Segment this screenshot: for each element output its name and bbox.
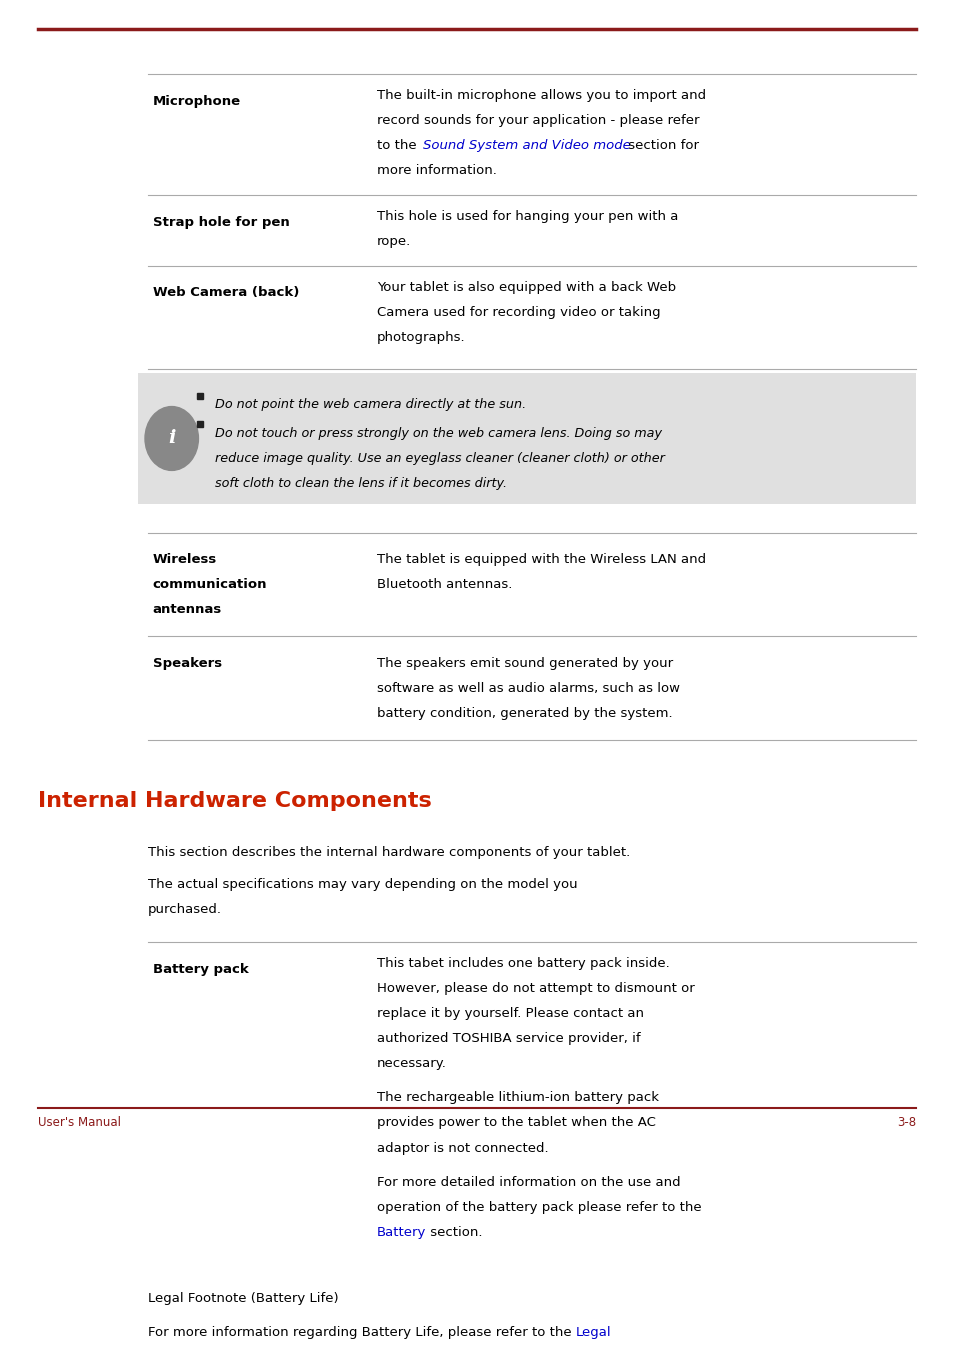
Text: Web Camera (back): Web Camera (back) bbox=[152, 286, 298, 299]
Text: Do not touch or press strongly on the web camera lens. Doing so may: Do not touch or press strongly on the we… bbox=[214, 426, 661, 440]
Text: Do not point the web camera directly at the sun.: Do not point the web camera directly at … bbox=[214, 398, 525, 412]
Text: replace it by yourself. Please contact an: replace it by yourself. Please contact a… bbox=[376, 1007, 643, 1020]
Text: battery condition, generated by the system.: battery condition, generated by the syst… bbox=[376, 707, 672, 720]
Text: For more information regarding Battery Life, please refer to the: For more information regarding Battery L… bbox=[148, 1326, 576, 1340]
Text: authorized TOSHIBA service provider, if: authorized TOSHIBA service provider, if bbox=[376, 1032, 639, 1045]
Text: rope.: rope. bbox=[376, 235, 411, 247]
Text: record sounds for your application - please refer: record sounds for your application - ple… bbox=[376, 114, 699, 126]
Text: photographs.: photographs. bbox=[376, 331, 465, 344]
Text: Strap hole for pen: Strap hole for pen bbox=[152, 215, 289, 229]
Text: provides power to the tablet when the AC: provides power to the tablet when the AC bbox=[376, 1116, 655, 1130]
Text: However, please do not attempt to dismount or: However, please do not attempt to dismou… bbox=[376, 982, 694, 995]
Text: antennas: antennas bbox=[152, 604, 222, 616]
Text: to the: to the bbox=[376, 139, 420, 152]
Text: Sound System and Video mode: Sound System and Video mode bbox=[422, 139, 630, 152]
Text: The actual specifications may vary depending on the model you: The actual specifications may vary depen… bbox=[148, 878, 577, 892]
Text: Wireless: Wireless bbox=[152, 553, 216, 566]
Text: Speakers: Speakers bbox=[152, 656, 221, 670]
Text: Legal Footnote (Battery Life): Legal Footnote (Battery Life) bbox=[148, 1293, 338, 1305]
Text: purchased.: purchased. bbox=[148, 904, 222, 916]
FancyBboxPatch shape bbox=[138, 1274, 915, 1345]
Text: The built-in microphone allows you to import and: The built-in microphone allows you to im… bbox=[376, 89, 705, 102]
FancyBboxPatch shape bbox=[138, 373, 915, 504]
Text: The rechargeable lithium-ion battery pack: The rechargeable lithium-ion battery pac… bbox=[376, 1091, 659, 1104]
Text: Your tablet is also equipped with a back Web: Your tablet is also equipped with a back… bbox=[376, 281, 676, 293]
Text: software as well as audio alarms, such as low: software as well as audio alarms, such a… bbox=[376, 682, 679, 695]
Text: 3-8: 3-8 bbox=[896, 1115, 915, 1128]
Text: This hole is used for hanging your pen with a: This hole is used for hanging your pen w… bbox=[376, 210, 678, 223]
Text: Microphone: Microphone bbox=[152, 94, 240, 108]
Text: operation of the battery pack please refer to the: operation of the battery pack please ref… bbox=[376, 1201, 700, 1213]
Text: necessary.: necessary. bbox=[376, 1057, 446, 1071]
Text: User's Manual: User's Manual bbox=[38, 1115, 121, 1128]
Text: more information.: more information. bbox=[376, 164, 497, 178]
Text: adaptor is not connected.: adaptor is not connected. bbox=[376, 1142, 548, 1154]
Text: Legal: Legal bbox=[576, 1326, 611, 1340]
Text: i: i bbox=[168, 429, 175, 448]
Text: section for: section for bbox=[623, 139, 699, 152]
Text: Internal Hardware Components: Internal Hardware Components bbox=[38, 791, 432, 811]
Text: The tablet is equipped with the Wireless LAN and: The tablet is equipped with the Wireless… bbox=[376, 553, 705, 566]
Text: Camera used for recording video or taking: Camera used for recording video or takin… bbox=[376, 305, 659, 319]
Text: Bluetooth antennas.: Bluetooth antennas. bbox=[376, 578, 512, 592]
Text: communication: communication bbox=[152, 578, 267, 592]
Text: The speakers emit sound generated by your: The speakers emit sound generated by you… bbox=[376, 656, 672, 670]
Text: soft cloth to clean the lens if it becomes dirty.: soft cloth to clean the lens if it becom… bbox=[214, 476, 506, 490]
Circle shape bbox=[145, 406, 198, 471]
Text: section.: section. bbox=[426, 1225, 482, 1239]
Text: reduce image quality. Use an eyeglass cleaner (cleaner cloth) or other: reduce image quality. Use an eyeglass cl… bbox=[214, 452, 664, 464]
Text: This section describes the internal hardware components of your tablet.: This section describes the internal hard… bbox=[148, 846, 630, 859]
Text: This tabet includes one battery pack inside.: This tabet includes one battery pack ins… bbox=[376, 956, 669, 970]
Text: For more detailed information on the use and: For more detailed information on the use… bbox=[376, 1176, 679, 1189]
Text: Battery pack: Battery pack bbox=[152, 963, 248, 975]
Text: Battery: Battery bbox=[376, 1225, 426, 1239]
